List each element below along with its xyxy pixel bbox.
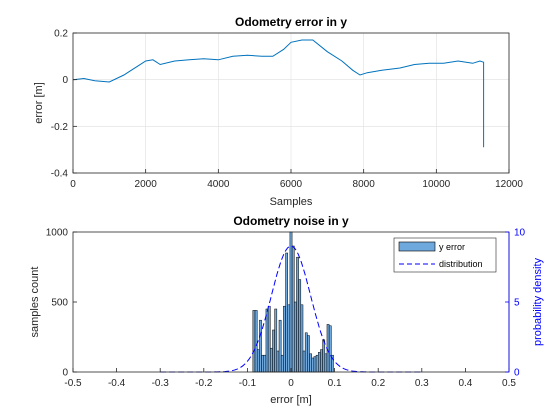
- chart1-x-tick-label: 2000: [135, 179, 158, 190]
- histogram-bar: [281, 355, 283, 372]
- histogram-bar: [305, 333, 307, 372]
- chart2-x-tick-label: 0.2: [371, 378, 385, 389]
- chart2-x-tick-label: 0.4: [458, 378, 472, 389]
- chart1-grid: [73, 33, 509, 173]
- chart1-y-tick-label: 0.2: [54, 29, 68, 40]
- chart2-x-tick-label: 0.1: [328, 378, 342, 389]
- histogram-bar: [277, 351, 279, 372]
- chart2-x-tick-label: -0.4: [108, 378, 126, 389]
- histogram-bar: [253, 310, 255, 372]
- chart1-x-tick-label: 4000: [207, 179, 230, 190]
- histogram-bar: [323, 340, 325, 372]
- histogram-bar: [292, 246, 294, 372]
- histogram-bar: [303, 351, 305, 372]
- histogram-bar: [314, 357, 316, 372]
- histogram-bar: [270, 348, 272, 372]
- chart1-x-tick-label: 10000: [422, 179, 450, 190]
- chart2-right-y-tick-label: 5: [514, 298, 520, 309]
- chart1-ylabel: error [m]: [33, 82, 45, 124]
- histogram-bar: [294, 302, 296, 372]
- histogram-bar: [262, 355, 264, 372]
- chart1-x-tick-label: 0: [70, 179, 76, 190]
- histogram-bar: [307, 336, 309, 372]
- histogram-bar: [318, 352, 320, 372]
- legend-swatch-histogram: [399, 242, 435, 251]
- chart2-x-tick-label: -0.5: [64, 378, 82, 389]
- histogram-bar: [286, 253, 288, 372]
- histogram-bar: [301, 305, 303, 372]
- histogram-bar: [266, 309, 268, 372]
- histogram-bar: [299, 280, 301, 372]
- line-chart-odometry-error: Odometry error in y 0 2000 4000 6000 8000 100…: [33, 15, 523, 208]
- chart1-title: Odometry error in y: [235, 15, 347, 29]
- chart2-x-tick-label: 0.3: [415, 378, 429, 389]
- histogram-bar: [268, 306, 270, 372]
- chart1-series: [73, 40, 484, 147]
- histogram-bar: [290, 232, 292, 372]
- chart1-y-tick-label: 0: [62, 75, 68, 86]
- chart2-title: Odometry noise in y: [233, 214, 349, 228]
- chart1-odometry-error-line: [73, 40, 484, 147]
- legend-label-distribution: distribution: [439, 259, 483, 269]
- chart1-y-tick-label: -0.2: [51, 122, 69, 133]
- chart2-histogram-bars: [253, 232, 334, 372]
- histogram-bar: [296, 257, 298, 372]
- chart2-x-tick-label: -0.1: [239, 378, 257, 389]
- histogram-bar: [320, 350, 322, 372]
- chart2-x-tick-label: 0: [288, 378, 294, 389]
- chart2-right-y-tick-label: 10: [514, 228, 526, 239]
- histogram-bar: [272, 330, 274, 372]
- chart2-right-y-ticks: 0 5 10: [505, 228, 526, 379]
- chart2-x-tick-label: 0.5: [502, 378, 516, 389]
- chart1-xlabel: Samples: [270, 196, 313, 208]
- histogram-chart-odometry-noise: Odometry noise in y -0.5 -0.4 -0.3 -0.2 -0.1…: [29, 214, 544, 406]
- histogram-bar: [257, 350, 259, 372]
- chart1-y-tick-label: -0.4: [51, 169, 69, 180]
- histogram-bar: [283, 306, 285, 372]
- chart2-xlabel: error [m]: [270, 394, 312, 406]
- histogram-bar: [312, 358, 314, 372]
- histogram-bar: [264, 355, 266, 372]
- histogram-bar: [329, 326, 331, 372]
- chart1-x-ticks: 0 2000 4000 6000 8000 10000 12000: [70, 169, 523, 190]
- chart2-ylabel: samples count: [29, 267, 41, 338]
- chart2-y-tick-label: 0: [62, 368, 68, 379]
- histogram-bar: [275, 309, 277, 372]
- histogram-bar: [288, 305, 290, 372]
- histogram-bar: [255, 310, 257, 372]
- chart2-ylabel-right: probability density: [532, 257, 544, 346]
- histogram-bar: [279, 320, 281, 372]
- chart1-x-tick-label: 8000: [353, 179, 376, 190]
- legend-label-y-error: y error: [439, 242, 465, 252]
- histogram-bar: [310, 354, 312, 372]
- histogram-bar: [325, 354, 327, 372]
- chart2-y-ticks: 0 500 1000: [46, 228, 77, 379]
- chart2-y-tick-label: 1000: [46, 228, 69, 239]
- chart2-x-tick-label: -0.2: [195, 378, 213, 389]
- histogram-bar: [316, 355, 318, 372]
- chart2-right-y-tick-label: 0: [514, 368, 520, 379]
- histogram-bar: [259, 320, 261, 372]
- chart2-x-tick-label: -0.3: [152, 378, 170, 389]
- chart2-legend: y error distribution: [394, 238, 496, 272]
- chart1-x-tick-label: 6000: [280, 179, 303, 190]
- chart2-y-tick-label: 500: [51, 298, 68, 309]
- chart1-x-tick-label: 12000: [495, 179, 523, 190]
